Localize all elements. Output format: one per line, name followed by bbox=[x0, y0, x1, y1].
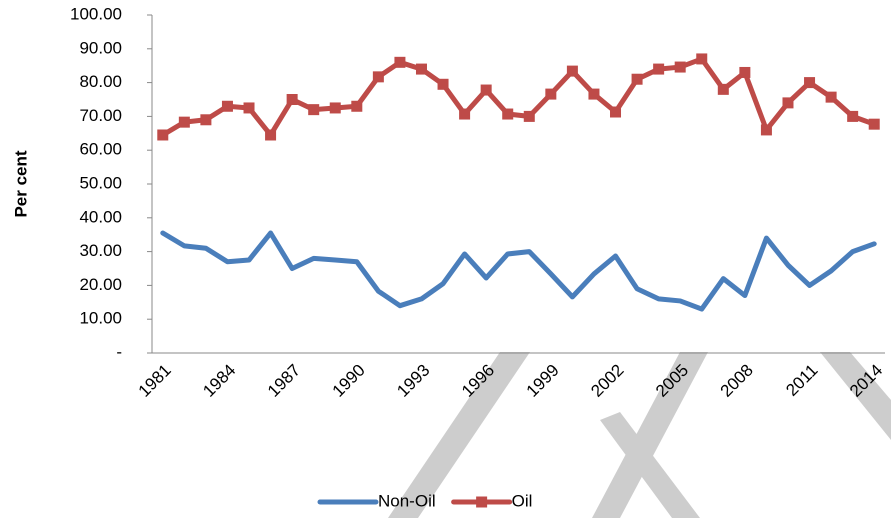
point-marker bbox=[825, 91, 837, 103]
y-tick-label: 40.00 bbox=[79, 207, 122, 226]
point-marker bbox=[372, 71, 384, 83]
point-marker bbox=[674, 61, 686, 73]
legend-marker bbox=[476, 496, 488, 508]
x-tick-label: 1990 bbox=[329, 361, 369, 401]
point-marker bbox=[610, 106, 622, 118]
y-tick-label: 60.00 bbox=[79, 140, 122, 159]
point-marker bbox=[653, 63, 665, 75]
y-tick-label: 20.00 bbox=[79, 275, 122, 294]
point-marker bbox=[329, 102, 341, 114]
point-marker bbox=[243, 102, 255, 114]
watermark bbox=[388, 352, 891, 518]
point-marker bbox=[178, 116, 190, 128]
point-marker bbox=[394, 56, 406, 68]
point-marker bbox=[200, 114, 212, 126]
point-marker bbox=[566, 65, 578, 77]
point-marker bbox=[696, 53, 708, 65]
point-marker bbox=[717, 83, 729, 95]
y-tick-label: 80.00 bbox=[79, 72, 122, 91]
x-tick-label: 1999 bbox=[523, 361, 563, 401]
point-marker bbox=[868, 118, 880, 130]
point-marker bbox=[265, 129, 277, 141]
x-tick-label: 2008 bbox=[717, 361, 757, 401]
x-tick-label: 1981 bbox=[135, 361, 175, 401]
x-tick-label: 1984 bbox=[199, 361, 239, 401]
x-tick-label: 1993 bbox=[393, 361, 433, 401]
point-marker bbox=[437, 78, 449, 90]
point-marker bbox=[308, 104, 320, 116]
point-marker bbox=[157, 129, 169, 141]
point-marker bbox=[221, 100, 233, 112]
y-axis-title: Per cent bbox=[11, 150, 30, 217]
point-marker bbox=[502, 108, 514, 120]
point-marker bbox=[545, 88, 557, 100]
point-marker bbox=[459, 108, 471, 120]
series-line bbox=[160, 56, 877, 138]
y-tick-label: - bbox=[116, 342, 122, 361]
y-tick-label: 30.00 bbox=[79, 241, 122, 260]
legend-label: Oil bbox=[512, 491, 533, 510]
point-marker bbox=[480, 84, 492, 96]
point-marker bbox=[782, 97, 794, 109]
point-marker bbox=[847, 110, 859, 122]
x-tick-label: 1987 bbox=[264, 361, 304, 401]
point-marker bbox=[286, 94, 298, 105]
x-tick-label: 2002 bbox=[587, 361, 627, 401]
y-tick-label: 100.00 bbox=[70, 4, 122, 23]
point-marker bbox=[523, 110, 535, 122]
point-marker bbox=[739, 66, 751, 78]
legend-label: Non-Oil bbox=[378, 491, 436, 510]
series-line bbox=[160, 230, 877, 312]
point-marker bbox=[631, 73, 643, 85]
y-tick-label: 10.00 bbox=[79, 309, 122, 328]
point-marker bbox=[588, 88, 600, 100]
y-tick-label: 70.00 bbox=[79, 106, 122, 125]
x-tick-label: 2011 bbox=[782, 361, 821, 400]
point-marker bbox=[415, 63, 427, 75]
point-marker bbox=[351, 100, 363, 112]
y-tick-label: 90.00 bbox=[79, 38, 122, 57]
point-marker bbox=[804, 77, 816, 89]
point-marker bbox=[760, 124, 772, 136]
y-tick-label: 50.00 bbox=[79, 173, 122, 192]
